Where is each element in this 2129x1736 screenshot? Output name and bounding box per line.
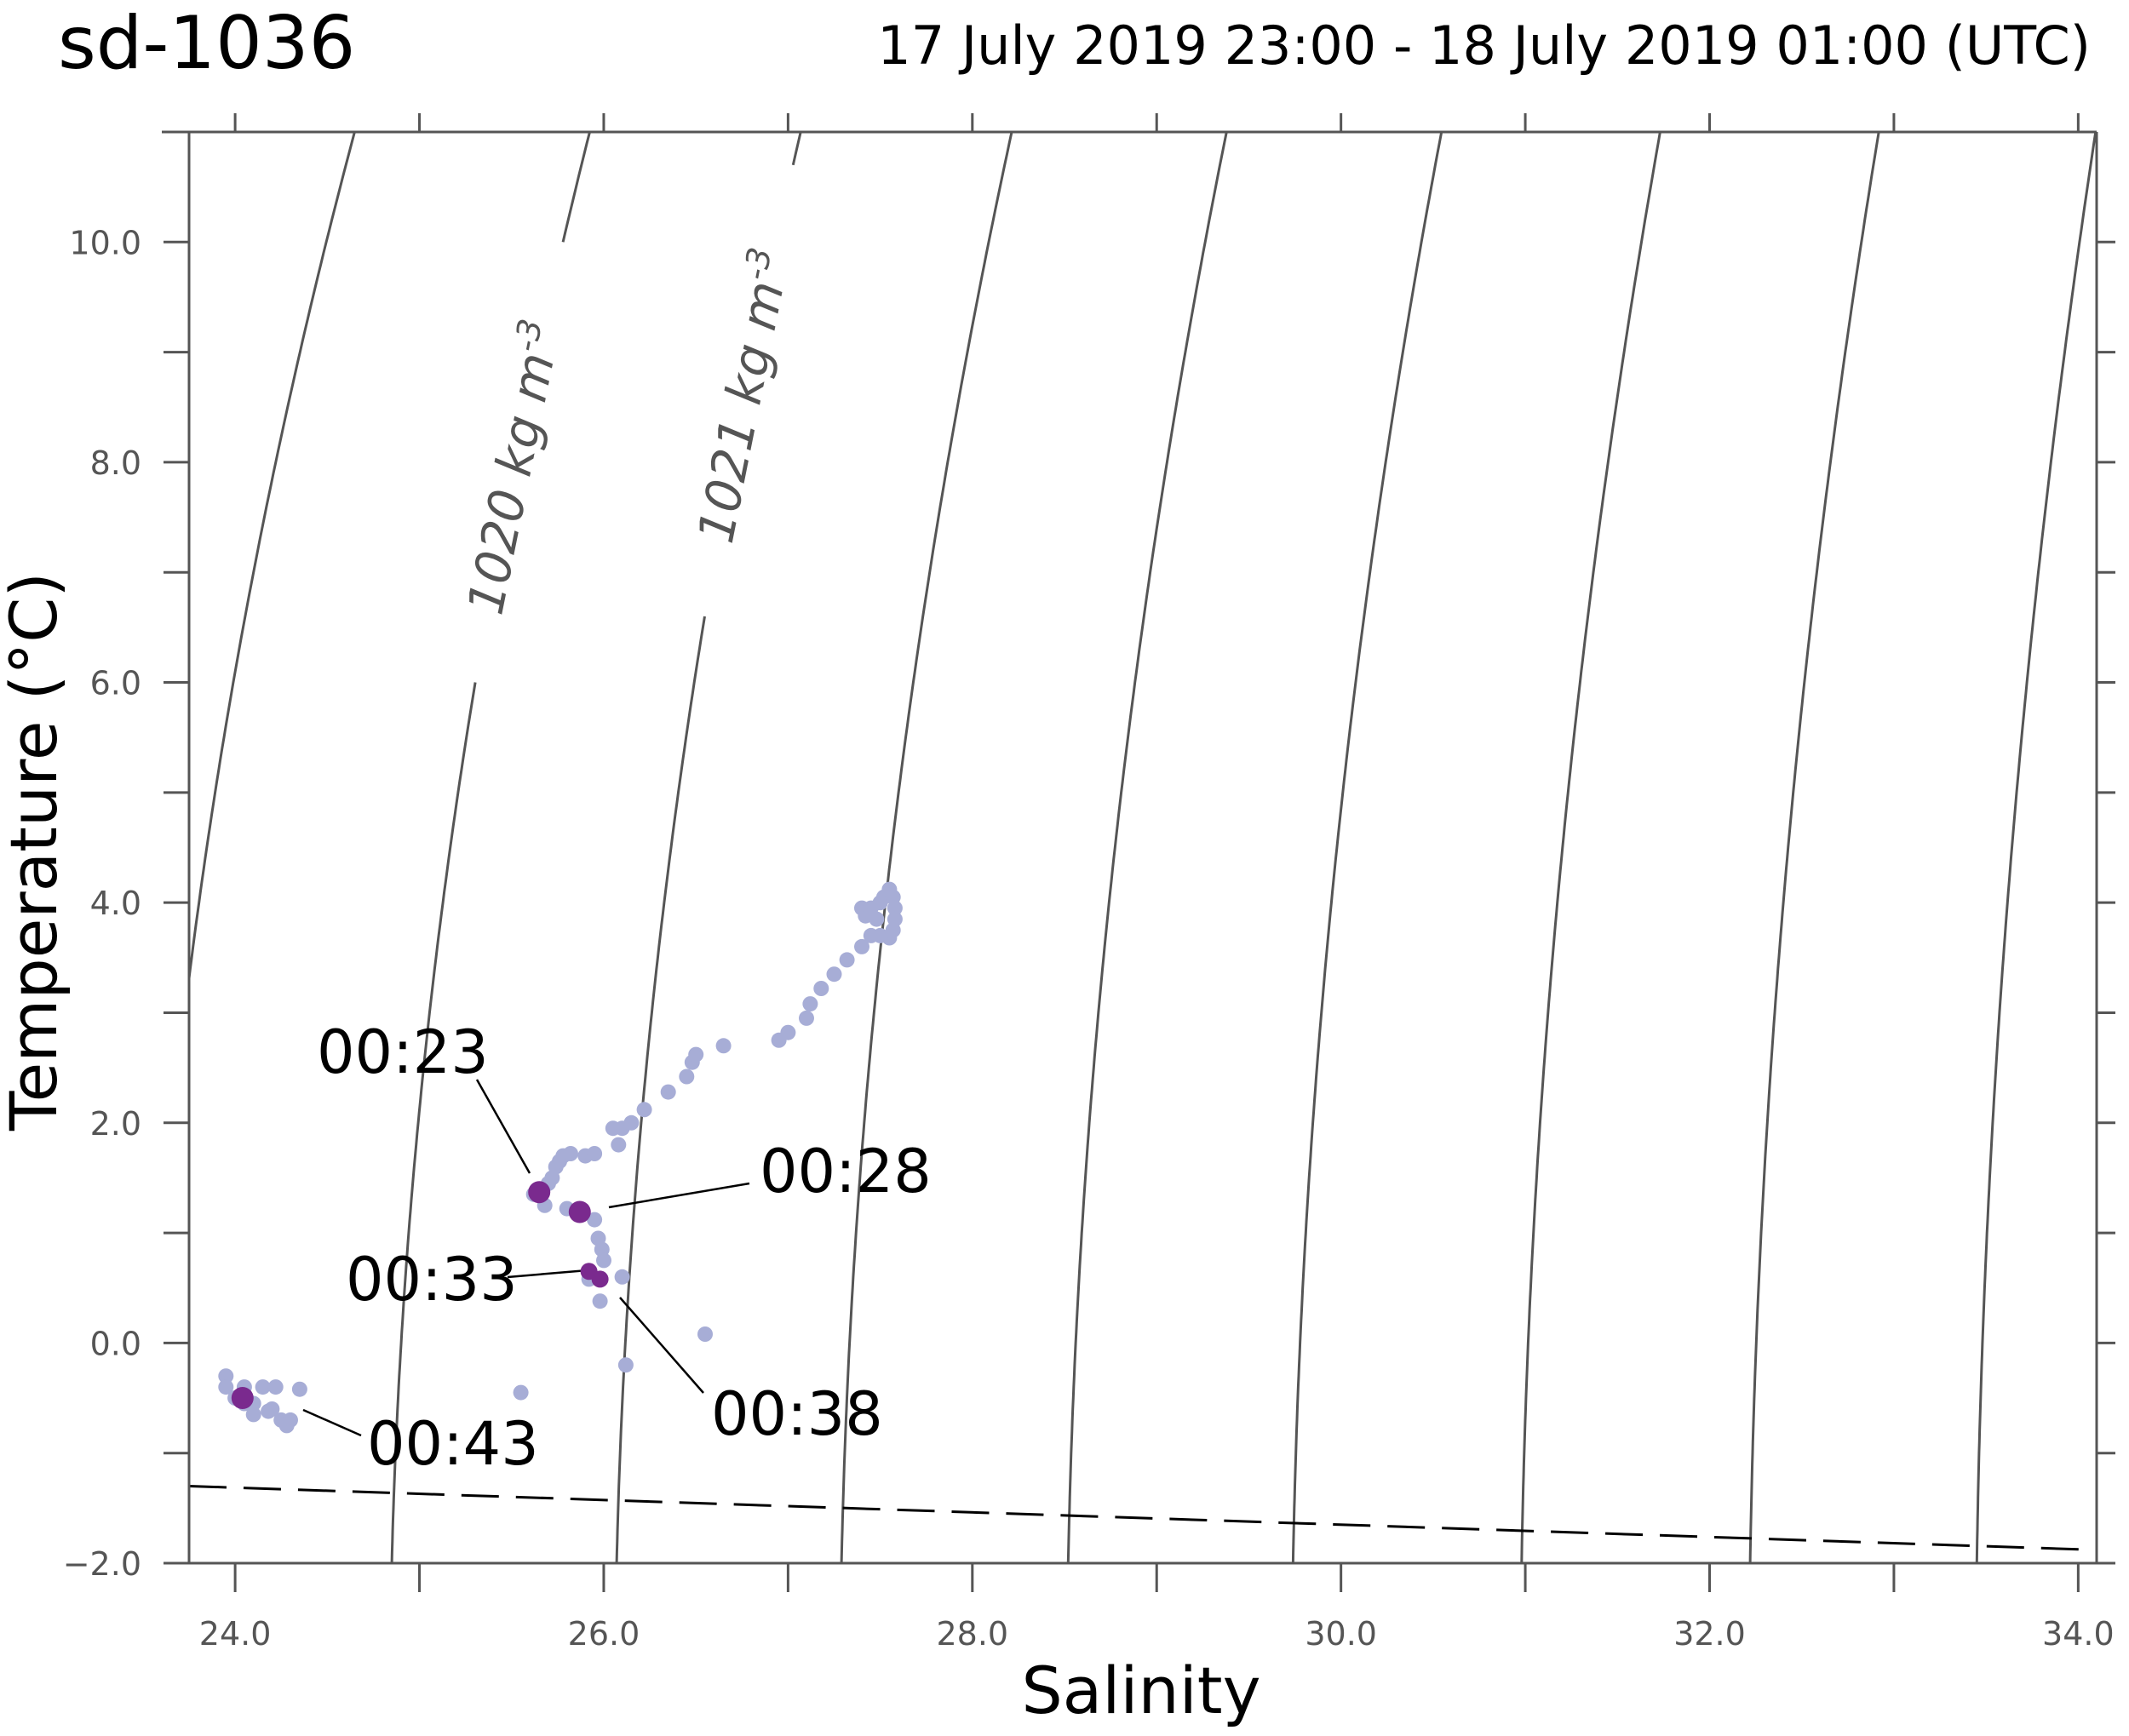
x-tick-label-2: 28.0 [937, 1615, 1009, 1653]
isopycnal-line-1-seg-1 [561, 132, 591, 243]
data-point-1 [218, 1379, 234, 1395]
data-point-28 [587, 1212, 603, 1228]
data-point-51 [813, 981, 829, 996]
annotation-label-0: 00:23 [317, 1017, 489, 1087]
data-point-25 [587, 1146, 603, 1161]
chart-subtitle: 17 July 2019 23:00 - 18 July 2019 01:00 … [877, 14, 2091, 77]
isopycnal-line-2-seg-0 [615, 616, 706, 1563]
data-point-41 [636, 1102, 652, 1118]
data-point-13 [261, 1403, 277, 1419]
isopycnal-label-2: 1021 kg m-3 [684, 244, 801, 547]
data-point-7 [267, 1379, 284, 1395]
points-layer [218, 881, 903, 1434]
y-tick-label-4: 6.0 [90, 665, 141, 702]
data-point-39 [611, 1137, 627, 1153]
y-tick-label-5: 8.0 [90, 444, 141, 482]
data-point-34 [614, 1269, 630, 1285]
annotation-label-1: 00:28 [760, 1137, 932, 1206]
data-point-35 [617, 1357, 634, 1373]
axes-layer [162, 113, 2115, 1592]
isopycnal-line-8-seg-0 [1975, 132, 2097, 1563]
annotation-leader-layer [302, 1079, 750, 1437]
isopycnal-line-3-seg-0 [840, 132, 1013, 1563]
data-point-36 [697, 1326, 713, 1342]
data-point-45 [688, 1046, 704, 1063]
data-point-59 [869, 911, 885, 927]
annotation-leader-1 [608, 1182, 750, 1209]
data-point-54 [854, 938, 869, 954]
data-point-5 [255, 1379, 271, 1395]
annotation-label-4: 00:43 [367, 1409, 539, 1479]
annotation-leader-4 [302, 1408, 362, 1437]
x-tick-label-5: 34.0 [2042, 1615, 2115, 1653]
x-tick-label-0: 24.0 [199, 1615, 272, 1653]
data-point-23 [563, 1146, 578, 1161]
chart-title: sd-1036 [58, 1, 355, 86]
data-point-11 [291, 1381, 307, 1397]
data-point-12 [245, 1407, 261, 1423]
data-point-64 [887, 900, 903, 916]
highlight-point-3 [591, 1270, 609, 1288]
isopycnal-line-2-seg-1 [791, 132, 802, 166]
data-point-40 [623, 1114, 640, 1131]
freezing-line-layer [189, 1484, 2097, 1551]
data-point-33 [592, 1293, 608, 1309]
data-point-50 [802, 996, 818, 1012]
x-axis-label: Salinity [1021, 1653, 1260, 1728]
y-tick-label-6: 10.0 [69, 224, 141, 261]
data-point-31 [596, 1252, 611, 1269]
freezing-point-line [189, 1484, 2097, 1551]
y-axis-label: Temperature (°C) [0, 572, 72, 1132]
data-point-10 [283, 1412, 298, 1428]
annotation-leader-3 [619, 1297, 704, 1394]
x-tick-label-1: 26.0 [568, 1615, 640, 1653]
y-tick-label-3: 4.0 [90, 885, 141, 922]
isopycnal-line-6-seg-0 [1520, 132, 1661, 1563]
isopycnal-label-1: 1020 kg m-3 [454, 316, 572, 619]
highlight-point-1 [568, 1200, 591, 1223]
annotation-label-2: 00:33 [346, 1245, 518, 1315]
isopycnal-line-5-seg-0 [1291, 132, 1443, 1563]
isopycnal-line-0-seg-0 [189, 132, 356, 989]
x-tick-label-3: 30.0 [1305, 1615, 1377, 1653]
isopycnal-layer [189, 132, 2097, 1563]
x-tick-label-4: 32.0 [1673, 1615, 1746, 1653]
data-point-68 [872, 927, 888, 943]
annotation-label-3: 00:38 [711, 1379, 883, 1449]
data-point-52 [826, 966, 842, 983]
annotation-leader-2 [507, 1269, 588, 1279]
data-point-46 [715, 1038, 732, 1054]
annotation-leader-0 [475, 1079, 531, 1174]
data-point-42 [660, 1084, 676, 1100]
data-point-53 [839, 952, 855, 968]
y-tick-label-0: −2.0 [63, 1545, 141, 1583]
y-tick-label-2: 2.0 [90, 1105, 141, 1143]
isopycnal-line-4-seg-0 [1066, 132, 1228, 1563]
data-point-48 [780, 1024, 796, 1040]
data-point-0 [218, 1368, 234, 1384]
data-point-43 [679, 1069, 695, 1085]
highlight-point-4 [231, 1387, 254, 1409]
isopycnal-line-7-seg-0 [1748, 132, 1880, 1563]
highlight-point-0 [528, 1181, 551, 1204]
isopycnal-line-1-seg-0 [390, 682, 477, 1563]
y-tick-label-1: 0.0 [90, 1325, 141, 1362]
data-point-15 [513, 1384, 529, 1401]
data-point-49 [799, 1010, 814, 1026]
